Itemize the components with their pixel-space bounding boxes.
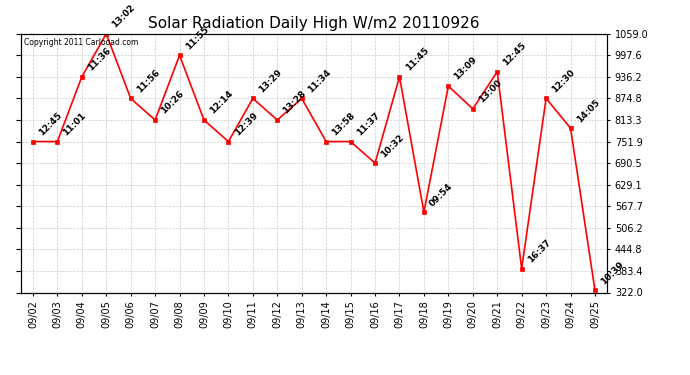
Text: 13:28: 13:28 bbox=[282, 89, 308, 116]
Text: 11:55: 11:55 bbox=[184, 24, 210, 51]
Text: 12:30: 12:30 bbox=[550, 68, 577, 94]
Text: 11:34: 11:34 bbox=[306, 68, 333, 94]
Text: 10:32: 10:32 bbox=[380, 132, 406, 159]
Text: 12:45: 12:45 bbox=[37, 111, 63, 137]
Text: 12:14: 12:14 bbox=[208, 89, 235, 116]
Text: 13:09: 13:09 bbox=[453, 55, 479, 82]
Text: 11:45: 11:45 bbox=[404, 46, 431, 73]
Text: 12:45: 12:45 bbox=[502, 41, 528, 68]
Text: Copyright 2011 Carlooad.com: Copyright 2011 Carlooad.com bbox=[23, 38, 138, 46]
Text: 13:02: 13:02 bbox=[110, 3, 137, 30]
Text: 13:58: 13:58 bbox=[331, 111, 357, 137]
Text: 16:37: 16:37 bbox=[526, 238, 553, 264]
Text: 13:00: 13:00 bbox=[477, 78, 504, 105]
Title: Solar Radiation Daily High W/m2 20110926: Solar Radiation Daily High W/m2 20110926 bbox=[148, 16, 480, 31]
Text: 10:39: 10:39 bbox=[599, 260, 626, 286]
Text: 11:36: 11:36 bbox=[86, 46, 112, 73]
Text: 13:29: 13:29 bbox=[257, 68, 284, 94]
Text: 11:01: 11:01 bbox=[61, 111, 88, 137]
Text: 14:05: 14:05 bbox=[575, 98, 601, 124]
Text: 12:39: 12:39 bbox=[233, 111, 259, 137]
Text: 11:56: 11:56 bbox=[135, 68, 161, 94]
Text: 09:54: 09:54 bbox=[428, 181, 455, 208]
Text: 11:37: 11:37 bbox=[355, 111, 382, 137]
Text: 10:26: 10:26 bbox=[159, 89, 186, 116]
